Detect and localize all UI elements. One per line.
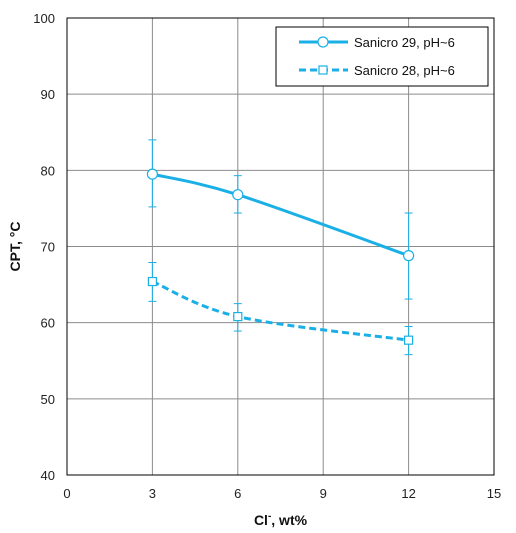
x-tick-label: 15	[487, 486, 501, 501]
x-axis-title-superscript: -	[268, 511, 271, 522]
legend-box	[275, 26, 489, 87]
y-tick-label: 100	[33, 11, 55, 26]
x-tick-label: 6	[234, 486, 241, 501]
x-tick-label: 9	[320, 486, 327, 501]
data-point-circle	[232, 189, 244, 201]
x-tick-label: 3	[149, 486, 156, 501]
series-line-1	[152, 172, 410, 258]
x-axis-title-unit: , wt%	[271, 512, 307, 528]
plot-area-frame	[66, 17, 495, 476]
x-axis-ticks: 0 3 6 9 12 15	[63, 486, 501, 501]
grid-lines	[66, 17, 495, 476]
legend-label-1: Sanicro 29, pH~6	[354, 35, 455, 50]
x-axis-title: Cl-, wt%	[254, 511, 308, 528]
y-tick-label: 50	[41, 392, 55, 407]
series-lines	[151, 172, 410, 342]
y-tick-label: 90	[41, 87, 55, 102]
x-axis-title-main: Cl	[254, 512, 268, 528]
legend-marker-circle	[317, 36, 329, 48]
legend-label-2: Sanicro 28, pH~6	[354, 63, 455, 78]
y-tick-label: 40	[41, 468, 55, 483]
y-axis-ticks: 40 50 60 70 80 90 100	[33, 11, 55, 483]
series-markers	[146, 168, 415, 345]
legend: Sanicro 29, pH~6 Sanicro 28, pH~6	[275, 26, 489, 87]
y-tick-label: 80	[41, 163, 55, 178]
data-point-square	[147, 276, 157, 287]
x-tick-label: 0	[63, 486, 70, 501]
data-point-square	[233, 311, 243, 322]
legend-marker-square	[318, 65, 328, 75]
y-tick-label: 70	[41, 240, 55, 255]
y-tick-label: 60	[41, 316, 55, 331]
y-axis-title: CPT, °C	[7, 222, 23, 272]
x-tick-label: 12	[401, 486, 415, 501]
data-point-square	[404, 335, 414, 345]
data-point-circle	[146, 168, 158, 180]
series-line-2	[151, 280, 409, 342]
data-point-circle	[403, 250, 415, 262]
